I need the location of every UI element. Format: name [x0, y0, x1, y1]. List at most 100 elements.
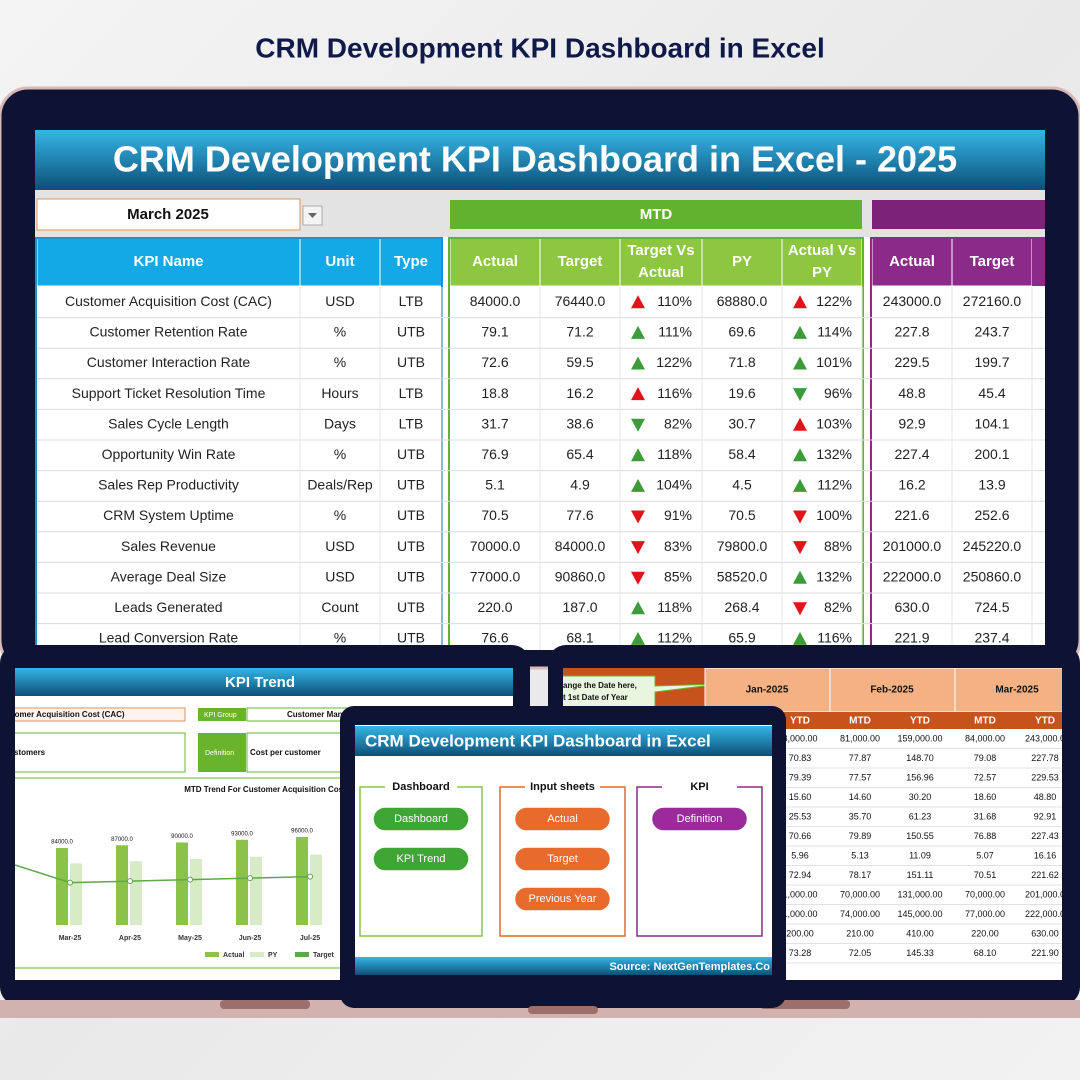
month-header — [829, 668, 956, 713]
kpi-percent: 100% — [816, 507, 852, 523]
kpi-percent: 83% — [664, 538, 692, 554]
kpi-cell: 77.6 — [566, 507, 593, 523]
nav-button[interactable] — [513, 806, 612, 832]
kpi-cell: UTB — [397, 599, 425, 615]
kpi-cell: 221.9 — [894, 630, 929, 646]
kpi-cell: 724.5 — [974, 599, 1009, 615]
column-header — [449, 237, 541, 287]
kpi-cell: 187.0 — [562, 599, 597, 615]
title-banner — [35, 130, 1045, 190]
x-tick-label: Apr-25 — [119, 935, 141, 942]
kpi-cell: 71.8 — [728, 354, 755, 370]
data-cell: 1,000.00 — [782, 889, 817, 899]
column-header-label: KPI Name — [133, 253, 203, 270]
x-tick-label: Jul-25 — [300, 935, 320, 942]
x-tick-label: Mar-25 — [59, 935, 82, 942]
note-line: ange the Date here, — [563, 681, 637, 690]
month-dropdown[interactable] — [36, 198, 301, 231]
kpi-cell: 79800.0 — [717, 538, 768, 554]
kpi-percent: 101% — [816, 354, 852, 370]
kpi-cell: LTB — [399, 385, 424, 401]
kpi-cell: 65.9 — [728, 630, 755, 646]
arrow-down — [631, 510, 645, 524]
py-bar — [310, 854, 322, 925]
arrow-down — [793, 388, 807, 402]
arrow-down — [631, 418, 645, 432]
arrow-up — [631, 631, 645, 645]
data-cell: 79.39 — [789, 772, 812, 782]
data-cell: 92.91 — [1034, 811, 1057, 821]
nav-button[interactable] — [650, 806, 749, 832]
legend-swatch — [250, 952, 264, 957]
kpi-percent: 82% — [664, 415, 692, 431]
kpi-cell: 31.7 — [481, 415, 508, 431]
definition-text: Cost per customer — [250, 748, 321, 757]
column-header-label: Target — [558, 253, 603, 270]
kpi-cell: 229.5 — [894, 354, 929, 370]
nav-button[interactable] — [513, 846, 612, 872]
py-bar — [130, 861, 142, 925]
arrow-up — [631, 387, 645, 401]
ytd-bar — [872, 200, 1045, 229]
target-point — [67, 879, 73, 886]
arrow-up — [793, 356, 807, 370]
data-cell: 25.53 — [789, 811, 812, 821]
kpi-cell: 252.6 — [974, 507, 1009, 523]
kpi-select[interactable] — [10, 707, 186, 722]
kpi-cell: 237.4 — [974, 630, 1009, 646]
kpi-cell: 59.5 — [566, 354, 593, 370]
data-cell: 201,000.0 — [1025, 889, 1065, 899]
column-header — [951, 237, 1033, 287]
nav-button-label: Dashboard — [394, 813, 448, 825]
data-cell: 61.23 — [909, 811, 932, 821]
data-cell: 30.20 — [909, 792, 932, 802]
data-cell: 31.68 — [974, 811, 997, 821]
data-label: 84000.0 — [51, 840, 73, 846]
data-cell: 81,000.00 — [840, 733, 880, 743]
kpi-cell: 70000.0 — [470, 538, 521, 554]
arrow-down — [793, 541, 807, 555]
nav-button[interactable] — [372, 846, 470, 872]
data-cell: 148.70 — [906, 753, 934, 763]
sub-header-bar — [705, 712, 1062, 729]
kpi-cell: UTB — [397, 630, 425, 646]
definition-label: Definition — [205, 750, 234, 757]
arrow-up — [631, 295, 645, 309]
source-bar — [355, 957, 772, 975]
arrow-up — [793, 325, 807, 339]
data-cell: 227.43 — [1031, 831, 1059, 841]
kpi-percent: 112% — [817, 477, 852, 493]
kpi-cell: 79.1 — [481, 324, 508, 340]
data-cell: 73.28 — [789, 948, 812, 958]
target-line — [15, 864, 311, 884]
data-cell: 16.16 — [1034, 850, 1057, 860]
kpi-cell: USD — [325, 538, 355, 554]
kpi-cell: UTB — [397, 354, 425, 370]
actual-bar — [56, 848, 68, 925]
x-tick-label: May-25 — [178, 935, 202, 942]
kpi-percent: 122% — [816, 293, 852, 309]
kpi-cell: USD — [325, 293, 355, 309]
nav-button[interactable] — [372, 806, 470, 832]
sub-header: YTD — [910, 716, 930, 727]
kpi-cell: 76.9 — [481, 446, 508, 462]
legend-label: PY — [268, 952, 278, 959]
kpi-cell: 250860.0 — [963, 568, 1022, 584]
note-text: stomers — [14, 748, 46, 757]
kpi-cell: 227.8 — [894, 324, 929, 340]
data-cell: 84,000.00 — [965, 733, 1005, 743]
target-point — [127, 878, 133, 885]
data-label: 96000.0 — [291, 829, 313, 835]
legend-swatch — [295, 952, 309, 957]
kpi-percent: 91% — [664, 507, 692, 523]
arrow-up — [631, 601, 645, 615]
trend-banner — [15, 668, 513, 696]
kpi-cell: 272160.0 — [963, 293, 1022, 309]
definition-label-box — [198, 733, 246, 772]
kpi-cell: 268.4 — [724, 599, 759, 615]
kpi-cell: Hours — [321, 385, 358, 401]
nav-button[interactable] — [513, 886, 612, 912]
column-header — [619, 237, 703, 287]
group-label: KPI Group — [204, 712, 237, 719]
